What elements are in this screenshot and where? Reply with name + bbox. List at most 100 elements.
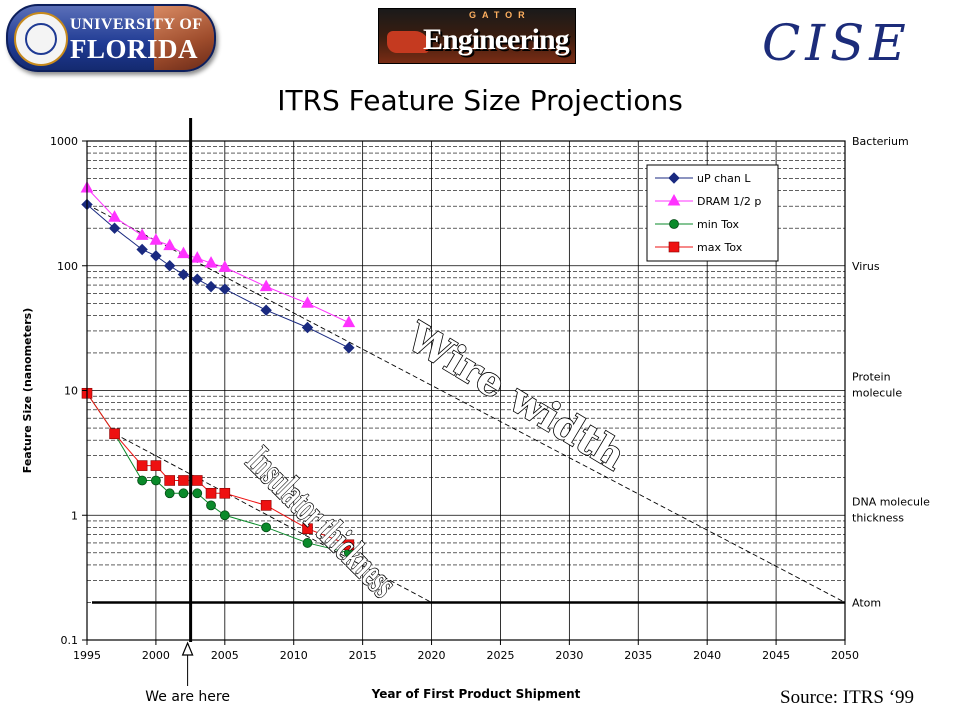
data-point-square	[343, 539, 355, 551]
university-of-florida-logo: UNIVERSITY OF FLORIDA	[6, 4, 216, 72]
data-point-square	[164, 475, 175, 486]
x-axis-label: Year of First Product Shipment	[371, 687, 581, 701]
data-point-triangle	[259, 279, 273, 292]
x-tick-label: 2045	[762, 649, 790, 662]
data-point-square	[109, 428, 120, 440]
y-tick-label: 1000	[50, 135, 78, 148]
data-point-triangle	[301, 296, 314, 308]
data-point-circle	[178, 488, 189, 499]
data-point-triangle	[108, 210, 121, 222]
x-tick-label: 2050	[831, 649, 859, 662]
data-point-diamond	[177, 268, 190, 281]
data-point-triangle	[342, 315, 356, 328]
data-point-diamond	[219, 283, 231, 295]
data-point-diamond	[668, 172, 680, 184]
trend-line	[86, 204, 846, 603]
reference-label-line: DNA molecule	[852, 495, 930, 508]
data-point-circle	[151, 475, 161, 486]
data-point-triangle	[204, 256, 218, 268]
x-tick-label: 2020	[418, 649, 446, 662]
gator-engineering-logo: GATOR Engineering	[378, 8, 576, 64]
reference-label-line: Protein	[852, 371, 891, 384]
data-point-circle	[137, 475, 148, 486]
century-tower-image	[154, 6, 214, 70]
data-point-diamond	[136, 243, 148, 256]
we-are-here-arrow-icon	[181, 641, 194, 656]
y-tick-label: 100	[57, 260, 78, 273]
data-point-triangle	[218, 260, 232, 272]
series-dram-1-2-p	[80, 180, 356, 328]
x-tick-label: 2030	[555, 649, 583, 662]
data-point-diamond	[343, 342, 355, 354]
x-tick-label: 2035	[624, 649, 652, 662]
legend-label: uP chan L	[697, 172, 751, 185]
data-point-circle	[206, 500, 216, 511]
reference-label: DNA molecule thickness	[852, 495, 930, 524]
reference-label: Atom	[852, 596, 881, 609]
data-point-circle	[164, 488, 175, 499]
data-point-square	[219, 487, 231, 499]
data-point-circle	[302, 538, 313, 548]
source-note: Source: ITRS ‘99	[780, 687, 915, 708]
reference-label-line: molecule	[852, 387, 902, 400]
data-point-triangle	[190, 251, 204, 263]
data-point-triangle	[177, 246, 190, 259]
university-seal-icon	[14, 12, 68, 66]
reference-label: Virus	[852, 260, 880, 273]
x-tick-label: 2005	[211, 649, 239, 662]
data-point-square	[136, 460, 148, 471]
trend-lines	[86, 204, 846, 603]
data-point-diamond	[150, 250, 162, 262]
data-point-circle	[669, 219, 679, 229]
x-tick-label: 2015	[349, 649, 377, 662]
data-point-diamond	[191, 273, 203, 285]
data-point-square	[205, 487, 217, 499]
gator-icon	[387, 31, 429, 53]
legend: uP chan L DRAM 1/2 p min Tox max Tox	[646, 164, 779, 262]
data-point-triangle	[149, 233, 163, 245]
reference-label: Protein molecule	[852, 371, 902, 400]
x-tick-label: 2000	[142, 649, 170, 662]
uf-logo-line2: FLORIDA	[70, 34, 199, 64]
cise-logo: CISE	[762, 14, 911, 72]
reference-label-line: Atom	[852, 596, 881, 609]
data-point-square	[260, 500, 272, 511]
x-tick-label: 2010	[280, 649, 308, 662]
data-point-diamond	[163, 260, 176, 272]
y-tick-label: 0.1	[61, 634, 79, 647]
legend-label: DRAM 1/2 p	[697, 195, 761, 208]
series-up-chan-l	[81, 198, 355, 354]
y-tick-label: 1	[71, 509, 78, 522]
data-point-square	[302, 523, 313, 535]
data-point-diamond	[108, 222, 121, 234]
data-point-diamond	[205, 280, 217, 293]
gator-logo-main-text: Engineering	[423, 23, 570, 56]
data-point-triangle	[163, 238, 177, 251]
gator-logo-small-text: GATOR	[469, 10, 531, 20]
data-point-diamond	[260, 304, 272, 316]
data-point-diamond	[301, 321, 314, 334]
data-point-circle	[261, 522, 272, 533]
data-point-circle	[219, 510, 230, 521]
legend-label: max Tox	[697, 241, 743, 254]
reference-label-line: thickness	[852, 511, 904, 524]
reference-label-line: Virus	[852, 260, 880, 273]
y-tick-label: 10	[64, 385, 78, 398]
x-tick-label: 2040	[693, 649, 721, 662]
data-point-square	[150, 460, 162, 471]
data-point-triangle	[135, 228, 149, 240]
data-point-square	[668, 241, 680, 253]
x-tick-label: 2025	[486, 649, 514, 662]
legend-label: min Tox	[697, 218, 739, 231]
chart-title: ITRS Feature Size Projections	[277, 84, 683, 117]
data-point-square	[191, 475, 203, 486]
trend-line	[114, 433, 432, 603]
reference-label-line: Bacterium	[852, 135, 909, 148]
x-tick-label: 1995	[73, 649, 101, 662]
we-are-here-label: We are here	[145, 689, 230, 705]
data-point-circle	[192, 488, 203, 499]
y-axis-label: Feature Size (nanometers)	[21, 308, 34, 473]
axes: 1995 2000 2005 2010 2015 2020 2025 2030 2035 2040…	[21, 135, 930, 701]
